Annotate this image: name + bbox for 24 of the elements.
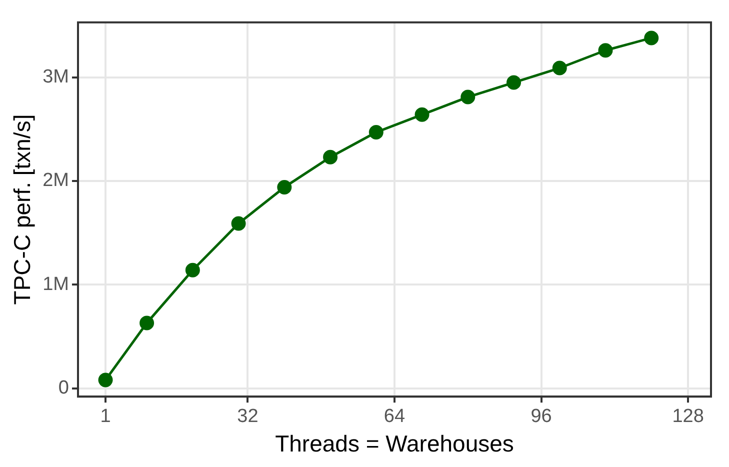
point <box>644 30 659 46</box>
x-tick-label: 64 <box>384 406 406 428</box>
y-tick-label: 0 <box>58 378 69 399</box>
x-tick-label: 128 <box>672 406 704 428</box>
x-tick-label: 96 <box>530 406 552 428</box>
y-tick-label: 1M <box>42 274 69 295</box>
point <box>323 150 338 164</box>
point <box>506 75 522 90</box>
x-axis-title: Threads = Warehouses <box>275 430 514 457</box>
point <box>368 125 384 140</box>
point <box>231 216 246 231</box>
x-tick-label: 32 <box>237 406 258 428</box>
y-tick-label: 3M <box>42 66 69 88</box>
point <box>98 372 113 388</box>
point <box>185 262 200 278</box>
point <box>460 90 476 104</box>
y-tick-label: 2M <box>42 170 69 192</box>
point <box>552 60 567 76</box>
point <box>598 43 613 58</box>
point <box>414 107 430 122</box>
point <box>277 180 292 194</box>
x-tick-label: 1 <box>100 406 111 428</box>
point <box>140 316 154 330</box>
y-axis-title: TPC-C perf. [txn/s] <box>9 114 36 305</box>
